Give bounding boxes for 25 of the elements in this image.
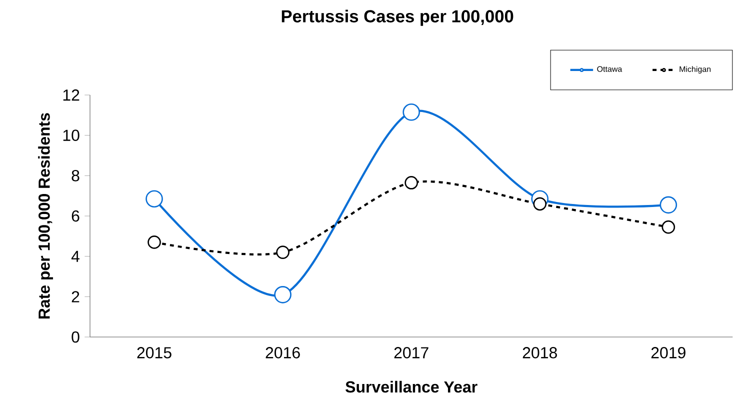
x-tick-label: 2017 (394, 347, 428, 358)
point (274, 286, 292, 304)
x-tick-label: 2018 (522, 347, 557, 358)
point (662, 220, 676, 234)
y-tick-label: 12 (63, 89, 80, 101)
x-tick-label: 2019 (651, 347, 686, 358)
x-tick-label: 2016 (266, 347, 300, 358)
point (660, 196, 678, 214)
point (148, 236, 161, 249)
y-tick-label: 8 (72, 170, 80, 182)
legend-label: Ottawa (597, 66, 622, 72)
x-tick-label: 2015 (137, 347, 172, 358)
y-tick-label: 6 (72, 210, 80, 222)
point (404, 176, 418, 190)
point (146, 190, 163, 208)
y-tick-label: 0 (72, 331, 80, 343)
y-axis-title: Rate per 100,000 Residents (38, 113, 54, 319)
point (276, 246, 290, 259)
x-axis-title: Surveillance Year (346, 380, 478, 393)
legend-label: Michigan (680, 66, 711, 74)
y-tick-label: 2 (72, 291, 80, 302)
y-tick-label: 4 (71, 250, 80, 262)
y-tick-label: 10 (63, 130, 80, 141)
point (402, 103, 420, 121)
chart-title: Pertussis Cases per 100,000 (282, 10, 514, 26)
